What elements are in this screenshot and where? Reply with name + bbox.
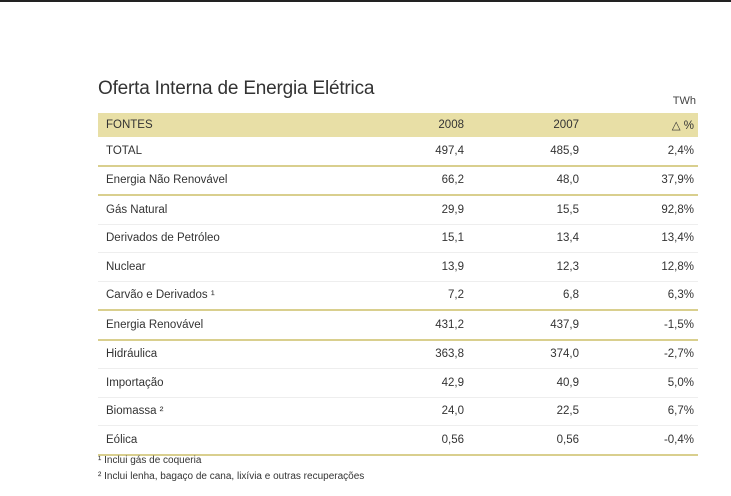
value-2007: 22,5 bbox=[556, 405, 579, 418]
value-2008: 15,1 bbox=[441, 232, 464, 245]
delta-percent: 2,4% bbox=[667, 144, 694, 157]
energy-table: FONTES 2008 2007 △ % TOTAL 497,4 485,9 2,4%… bbox=[98, 113, 698, 456]
value-2007: 15,5 bbox=[556, 203, 579, 216]
source: Nuclear bbox=[106, 260, 146, 273]
value-2007: 6,8 bbox=[563, 289, 579, 302]
table-row: Importação 42,9 40,9 5,0% bbox=[98, 369, 698, 398]
header-fontes: FONTES bbox=[106, 119, 153, 131]
table-row: Energia Renovável 431,2 437,9 -1,5% bbox=[98, 311, 698, 341]
value-2007: 40,9 bbox=[556, 376, 579, 389]
table-row: Energia Não Renovável 66,2 48,0 37,9% bbox=[98, 167, 698, 196]
delta-percent: 6,7% bbox=[667, 405, 694, 418]
table-row: Gás Natural 29,9 15,5 92,8% bbox=[98, 196, 698, 225]
header-delta: △ % bbox=[671, 120, 694, 132]
value-2007: 13,4 bbox=[556, 232, 579, 245]
value-2008: 497,4 bbox=[435, 144, 464, 157]
table-row: Derivados de Petróleo 15,1 13,4 13,4% bbox=[98, 225, 698, 253]
delta-percent: 13,4% bbox=[661, 232, 694, 245]
delta-percent: -1,5% bbox=[663, 318, 694, 331]
value-2007: 12,3 bbox=[556, 260, 579, 273]
value-2007: 48,0 bbox=[556, 174, 579, 187]
table-row: Hidráulica 363,8 374,0 -2,7% bbox=[98, 341, 698, 369]
value-2007: 374,0 bbox=[550, 348, 579, 361]
delta-percent: 6,3% bbox=[667, 289, 694, 302]
table-header: FONTES 2008 2007 △ % bbox=[98, 113, 698, 137]
value-2008: 29,9 bbox=[441, 203, 464, 216]
delta-percent: 5,0% bbox=[667, 376, 694, 389]
header-2008: 2008 bbox=[438, 119, 464, 131]
source: Biomassa ² bbox=[106, 405, 164, 418]
delta-percent: 92,8% bbox=[661, 203, 694, 216]
page-title: Oferta Interna de Energia Elétrica bbox=[98, 78, 375, 99]
delta-percent: -2,7% bbox=[663, 348, 694, 361]
source: Eólica bbox=[106, 433, 138, 446]
delta-percent: -0,4% bbox=[663, 433, 694, 446]
value-2007: 0,56 bbox=[556, 433, 579, 446]
footnote-1: ¹ Inclui gás de coqueria bbox=[98, 455, 202, 466]
value-2007: 485,9 bbox=[550, 144, 579, 157]
table-row: TOTAL 497,4 485,9 2,4% bbox=[98, 137, 698, 167]
value-2007: 437,9 bbox=[550, 318, 579, 331]
value-2008: 13,9 bbox=[441, 260, 464, 273]
value-2008: 0,56 bbox=[441, 433, 464, 446]
source: Gás Natural bbox=[106, 203, 168, 216]
source: Importação bbox=[106, 376, 164, 389]
top-rule bbox=[0, 0, 731, 2]
table-row: Carvão e Derivados ¹ 7,2 6,8 6,3% bbox=[98, 282, 698, 311]
unit-label: TWh bbox=[672, 95, 696, 107]
source: Hidráulica bbox=[106, 348, 158, 361]
value-2008: 24,0 bbox=[441, 405, 464, 418]
value-2008: 7,2 bbox=[448, 289, 464, 302]
value-2008: 363,8 bbox=[435, 348, 464, 361]
source: TOTAL bbox=[106, 144, 142, 157]
delta-percent: 37,9% bbox=[661, 174, 694, 187]
source: Energia Não Renovável bbox=[106, 174, 228, 187]
value-2008: 66,2 bbox=[441, 174, 464, 187]
source: Carvão e Derivados ¹ bbox=[106, 289, 215, 302]
value-2008: 431,2 bbox=[435, 318, 464, 331]
table-row: Nuclear 13,9 12,3 12,8% bbox=[98, 253, 698, 282]
table-row: Biomassa ² 24,0 22,5 6,7% bbox=[98, 398, 698, 426]
value-2008: 42,9 bbox=[441, 376, 464, 389]
source: Derivados de Petróleo bbox=[106, 232, 220, 245]
source: Energia Renovável bbox=[106, 318, 204, 331]
footnote-2: ² Inclui lenha, bagaço de cana, lixívia … bbox=[98, 471, 365, 482]
table-row: Eólica 0,56 0,56 -0,4% bbox=[98, 426, 698, 456]
header-2007: 2007 bbox=[553, 119, 579, 131]
delta-percent: 12,8% bbox=[661, 260, 694, 273]
